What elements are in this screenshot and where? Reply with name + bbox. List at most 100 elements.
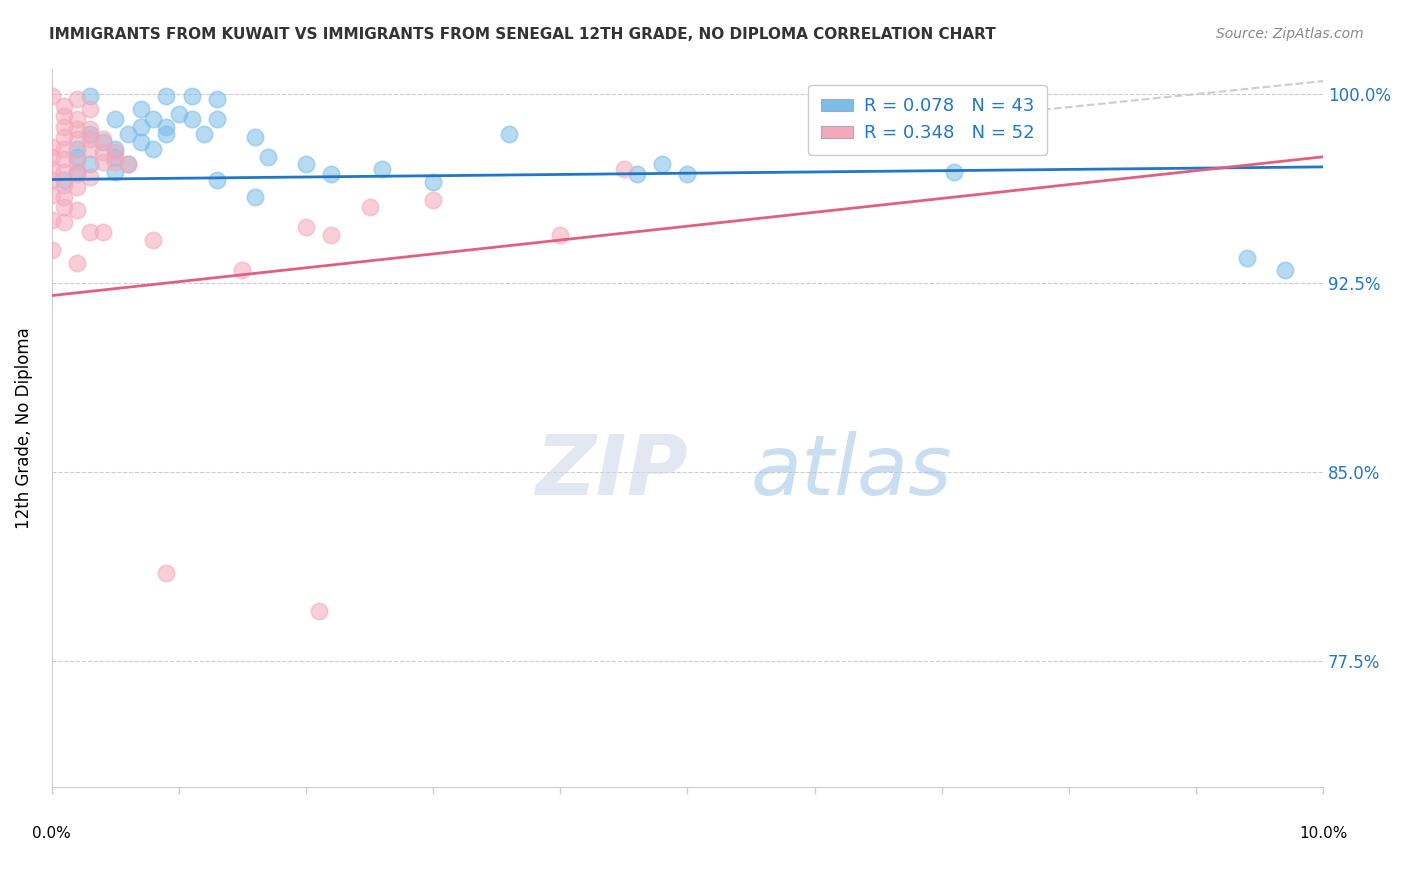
- Point: [321, 227, 343, 242]
- Point: [53, 153, 76, 167]
- Point: [308, 604, 330, 618]
- Point: [205, 112, 228, 126]
- Point: [142, 142, 165, 156]
- Point: [104, 142, 127, 156]
- Point: [117, 157, 139, 171]
- Point: [53, 142, 76, 156]
- Y-axis label: 12th Grade, No Diploma: 12th Grade, No Diploma: [15, 327, 32, 529]
- Point: [104, 145, 127, 159]
- Point: [79, 169, 101, 184]
- Point: [295, 157, 318, 171]
- Point: [117, 157, 139, 171]
- Point: [41, 172, 63, 186]
- Point: [91, 154, 114, 169]
- Point: [142, 112, 165, 126]
- Point: [79, 142, 101, 156]
- Point: [167, 107, 190, 121]
- Point: [41, 139, 63, 153]
- Text: IMMIGRANTS FROM KUWAIT VS IMMIGRANTS FROM SENEGAL 12TH GRADE, NO DIPLOMA CORRELA: IMMIGRANTS FROM KUWAIT VS IMMIGRANTS FRO…: [49, 27, 995, 42]
- Point: [359, 200, 381, 214]
- Point: [66, 112, 89, 126]
- Point: [53, 172, 76, 186]
- Point: [66, 202, 89, 217]
- Point: [53, 178, 76, 192]
- Point: [550, 227, 572, 242]
- Point: [53, 215, 76, 229]
- Point: [79, 157, 101, 171]
- Point: [321, 168, 343, 182]
- Point: [231, 263, 253, 277]
- Point: [53, 99, 76, 113]
- Point: [104, 150, 127, 164]
- Point: [79, 226, 101, 240]
- Point: [180, 112, 202, 126]
- Point: [295, 220, 318, 235]
- Point: [41, 212, 63, 227]
- Point: [613, 162, 636, 177]
- Point: [180, 89, 202, 103]
- Point: [1236, 251, 1258, 265]
- Text: ZIP: ZIP: [534, 431, 688, 512]
- Point: [104, 112, 127, 126]
- Point: [155, 566, 177, 580]
- Point: [79, 127, 101, 141]
- Point: [53, 190, 76, 204]
- Point: [66, 132, 89, 146]
- Point: [117, 127, 139, 141]
- Point: [53, 165, 76, 179]
- Text: Source: ZipAtlas.com: Source: ZipAtlas.com: [1216, 27, 1364, 41]
- Point: [205, 92, 228, 106]
- Text: 10.0%: 10.0%: [1299, 826, 1347, 841]
- Point: [66, 168, 89, 182]
- Point: [53, 200, 76, 214]
- Point: [66, 154, 89, 169]
- Point: [651, 157, 673, 171]
- Point: [104, 154, 127, 169]
- Point: [66, 122, 89, 136]
- Text: atlas: atlas: [751, 431, 953, 512]
- Point: [66, 256, 89, 270]
- Point: [41, 89, 63, 103]
- Point: [79, 102, 101, 116]
- Point: [422, 193, 444, 207]
- Point: [155, 89, 177, 103]
- Point: [41, 150, 63, 164]
- Point: [155, 120, 177, 134]
- Point: [66, 150, 89, 164]
- Point: [129, 102, 152, 116]
- Point: [91, 135, 114, 149]
- Point: [66, 92, 89, 106]
- Point: [155, 127, 177, 141]
- Point: [53, 129, 76, 144]
- Point: [91, 226, 114, 240]
- Point: [243, 190, 266, 204]
- Point: [104, 165, 127, 179]
- Point: [498, 127, 520, 141]
- Text: 0.0%: 0.0%: [32, 826, 72, 841]
- Point: [79, 132, 101, 146]
- Point: [66, 165, 89, 179]
- Point: [676, 168, 699, 182]
- Point: [371, 162, 394, 177]
- Point: [422, 175, 444, 189]
- Point: [79, 122, 101, 136]
- Point: [1274, 263, 1296, 277]
- Point: [257, 150, 280, 164]
- Point: [129, 135, 152, 149]
- Point: [142, 233, 165, 247]
- Point: [193, 127, 215, 141]
- Point: [66, 142, 89, 156]
- Point: [66, 180, 89, 194]
- Point: [205, 172, 228, 186]
- Point: [41, 187, 63, 202]
- Point: [129, 120, 152, 134]
- Point: [243, 129, 266, 144]
- Point: [943, 165, 966, 179]
- Point: [626, 168, 648, 182]
- Point: [53, 110, 76, 124]
- Point: [41, 162, 63, 177]
- Point: [53, 120, 76, 134]
- Point: [91, 145, 114, 159]
- Legend: R = 0.078   N = 43, R = 0.348   N = 52: R = 0.078 N = 43, R = 0.348 N = 52: [808, 85, 1047, 155]
- Point: [79, 89, 101, 103]
